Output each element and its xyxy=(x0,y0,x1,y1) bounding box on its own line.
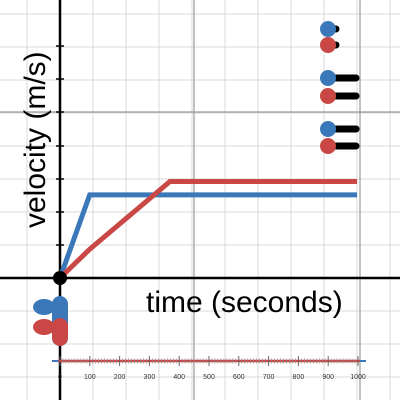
slider-1[interactable] xyxy=(320,21,340,37)
slider-handle[interactable] xyxy=(320,70,336,86)
slider-3[interactable] xyxy=(320,70,360,86)
slider-handle[interactable] xyxy=(320,21,336,37)
timeline-tick-label: 800 xyxy=(293,374,305,381)
timeline-tick-label: 300 xyxy=(144,374,156,381)
slider-handle[interactable] xyxy=(320,138,336,154)
x-axis-label: time (seconds) xyxy=(146,286,343,319)
red-car-track xyxy=(52,318,68,346)
slider-6[interactable] xyxy=(320,138,360,154)
timeline-tick-label: 600 xyxy=(233,374,245,381)
series-red-line xyxy=(58,179,357,280)
slider-2[interactable] xyxy=(320,37,340,53)
slider-handle[interactable] xyxy=(320,121,336,137)
timeline-tick-label: 400 xyxy=(173,374,185,381)
series-lines xyxy=(57,179,357,280)
timeline-tick-label: 200 xyxy=(114,374,126,381)
slider-4[interactable] xyxy=(320,88,360,104)
slider-handle[interactable] xyxy=(320,88,336,104)
legend-sliders[interactable] xyxy=(320,21,360,154)
slider-handle[interactable] xyxy=(320,37,336,53)
slider-5[interactable] xyxy=(320,121,360,137)
origin-point-icon xyxy=(53,271,67,285)
timeline-tick-label: 500 xyxy=(203,374,215,381)
timeline-tick-label: 900 xyxy=(322,374,334,381)
timeline-tick-label: 100 xyxy=(84,374,96,381)
red-car-icon xyxy=(33,319,55,335)
timeline-tick-label: 1000 xyxy=(350,374,366,381)
timeline-tick-label: 700 xyxy=(263,374,275,381)
cars xyxy=(33,296,68,346)
series-blue-line xyxy=(57,192,357,279)
timeline: 0 100 200 300 400 500 600 700 800 900 1000 xyxy=(52,356,366,381)
y-axis-label: velocity (m/s) xyxy=(19,51,52,228)
blue-car-icon xyxy=(33,299,55,315)
timeline-tick-label: 0 xyxy=(58,374,62,381)
